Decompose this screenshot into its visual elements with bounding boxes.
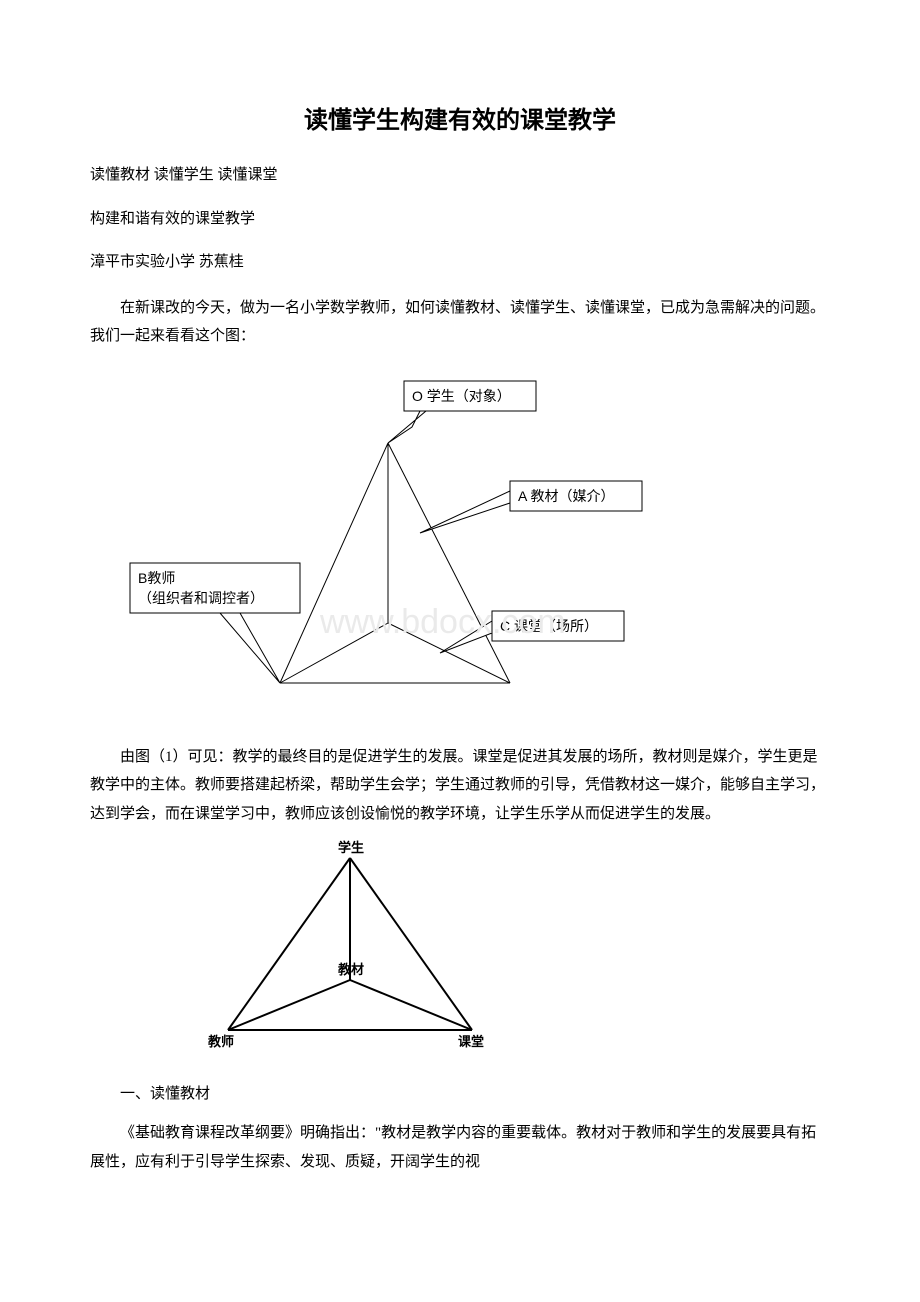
label-o-student: O 学生（对象）	[388, 381, 536, 443]
diagram-1: O 学生（对象） A 教材（媒介） B教师 （组织者和调控者） C 课堂（场所）…	[90, 363, 830, 723]
label-b-text-1: B教师	[138, 570, 175, 586]
d2-label-teacher: 教师	[207, 1034, 234, 1049]
d2-label-textbook: 教材	[337, 962, 364, 977]
mid-paragraph: 由图（1）可见：教学的最终目的是促进学生的发展。课堂是促进其发展的场所，教材则是…	[90, 743, 830, 829]
subtitle-line-2: 构建和谐有效的课堂教学	[90, 207, 830, 233]
label-b-teacher: B教师 （组织者和调控者）	[130, 563, 300, 683]
page-title: 读懂学生构建有效的课堂教学	[90, 100, 830, 135]
diagram-1-svg: O 学生（对象） A 教材（媒介） B教师 （组织者和调控者） C 课堂（场所）	[120, 363, 660, 723]
section-1-paragraph: 《基础教育课程改革纲要》明确指出："教材是教学内容的重要载体。教材对于教师和学生…	[90, 1119, 830, 1176]
label-a-textbook: A 教材（媒介）	[420, 481, 642, 533]
d2-label-student: 学生	[338, 840, 364, 855]
label-a-text: A 教材（媒介）	[518, 488, 614, 504]
intro-paragraph: 在新课改的今天，做为一名小学数学教师，如何读懂教材、读懂学生、读懂课堂，已成为急…	[90, 294, 830, 351]
subtitle-line-1: 读懂教材 读懂学生 读懂课堂	[90, 163, 830, 189]
label-b-text-2: （组织者和调控者）	[138, 590, 264, 606]
label-c-text: C 课堂（场所）	[500, 618, 598, 634]
pyramid-lines	[280, 443, 510, 683]
triangle-inner	[228, 858, 472, 1030]
label-o-text: O 学生（对象）	[412, 388, 511, 404]
author-line: 漳平市实验小学 苏蕉桂	[90, 250, 830, 276]
diagram-2-svg: 学生 教师 课堂 教材	[190, 840, 510, 1060]
d2-label-classroom: 课堂	[458, 1034, 484, 1049]
section-1-heading: 一、读懂教材	[90, 1082, 830, 1103]
label-c-classroom: C 课堂（场所）	[440, 611, 624, 653]
diagram-2: 学生 教师 课堂 教材	[190, 840, 830, 1060]
